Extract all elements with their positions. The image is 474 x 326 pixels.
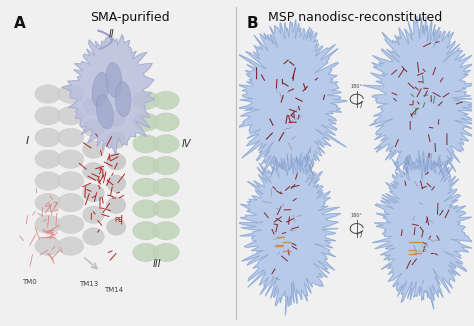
Text: TM13: TM13 xyxy=(79,281,99,287)
Ellipse shape xyxy=(58,215,84,234)
Ellipse shape xyxy=(58,237,84,255)
Ellipse shape xyxy=(35,150,61,169)
Ellipse shape xyxy=(58,150,84,169)
Ellipse shape xyxy=(133,221,159,240)
Ellipse shape xyxy=(133,91,159,110)
Ellipse shape xyxy=(35,193,61,212)
Ellipse shape xyxy=(107,218,126,235)
Ellipse shape xyxy=(58,193,84,212)
Ellipse shape xyxy=(133,156,159,175)
Polygon shape xyxy=(62,35,155,155)
Polygon shape xyxy=(235,20,347,178)
Ellipse shape xyxy=(82,97,104,115)
Ellipse shape xyxy=(153,200,179,218)
Ellipse shape xyxy=(153,221,179,240)
Ellipse shape xyxy=(35,237,61,255)
Ellipse shape xyxy=(58,128,84,147)
Text: A: A xyxy=(14,16,26,31)
Text: 180°: 180° xyxy=(351,84,363,89)
Ellipse shape xyxy=(82,163,104,180)
Ellipse shape xyxy=(153,135,179,153)
Text: PE: PE xyxy=(46,230,55,236)
Ellipse shape xyxy=(35,85,61,103)
Ellipse shape xyxy=(107,197,126,214)
Polygon shape xyxy=(372,150,473,309)
Ellipse shape xyxy=(82,141,104,158)
Ellipse shape xyxy=(82,119,104,137)
Text: B: B xyxy=(246,16,258,31)
Ellipse shape xyxy=(133,113,159,131)
Ellipse shape xyxy=(107,153,126,170)
Ellipse shape xyxy=(35,128,61,147)
Ellipse shape xyxy=(107,110,126,127)
Ellipse shape xyxy=(96,95,113,129)
Ellipse shape xyxy=(133,135,159,153)
Ellipse shape xyxy=(107,175,126,192)
Text: TM0: TM0 xyxy=(22,279,37,285)
Ellipse shape xyxy=(107,131,126,148)
Ellipse shape xyxy=(35,171,61,190)
Ellipse shape xyxy=(153,178,179,197)
Ellipse shape xyxy=(106,63,122,97)
Text: II: II xyxy=(109,29,115,39)
Ellipse shape xyxy=(92,72,109,107)
Ellipse shape xyxy=(35,107,61,125)
Ellipse shape xyxy=(58,85,84,103)
Text: 180°: 180° xyxy=(351,213,363,218)
Ellipse shape xyxy=(133,243,159,262)
Text: MSP nanodisc-reconstituted: MSP nanodisc-reconstituted xyxy=(268,11,443,24)
Text: PE: PE xyxy=(114,217,123,223)
Ellipse shape xyxy=(82,184,104,202)
Ellipse shape xyxy=(153,243,179,262)
Ellipse shape xyxy=(153,113,179,131)
Ellipse shape xyxy=(153,91,179,110)
Ellipse shape xyxy=(58,107,84,125)
Ellipse shape xyxy=(82,206,104,224)
Text: I: I xyxy=(26,136,29,146)
Polygon shape xyxy=(237,149,341,316)
Ellipse shape xyxy=(58,171,84,190)
Ellipse shape xyxy=(82,228,104,245)
Text: IV: IV xyxy=(182,139,191,149)
Text: TM14: TM14 xyxy=(104,288,124,293)
Ellipse shape xyxy=(115,82,131,117)
Ellipse shape xyxy=(133,200,159,218)
Polygon shape xyxy=(362,16,474,180)
Text: SMA-purified: SMA-purified xyxy=(90,11,170,24)
Text: III: III xyxy=(153,259,162,269)
Ellipse shape xyxy=(35,215,61,234)
Ellipse shape xyxy=(133,178,159,197)
Ellipse shape xyxy=(153,156,179,175)
